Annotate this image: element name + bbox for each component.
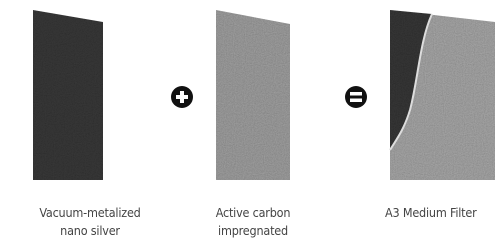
caption: Vacuum-metalized nano silver [20,204,160,240]
nano-silver-swatch [33,10,103,180]
plus-icon [171,86,193,108]
caption-line: A3 Medium Filter [385,204,477,222]
caption-line: Vacuum-metalized [20,204,160,222]
caption: A3 Medium Filter [385,204,477,222]
filter-diagram: Vacuum-metalized nano silver Active carb… [0,0,495,246]
caption-line: impregnated [183,222,323,240]
caption-line: Active carbon [183,204,323,222]
carbon-swatch [216,10,290,180]
caption-line: nano silver [20,222,160,240]
caption: Active carbon impregnated [183,204,323,240]
equals-icon [345,86,367,108]
